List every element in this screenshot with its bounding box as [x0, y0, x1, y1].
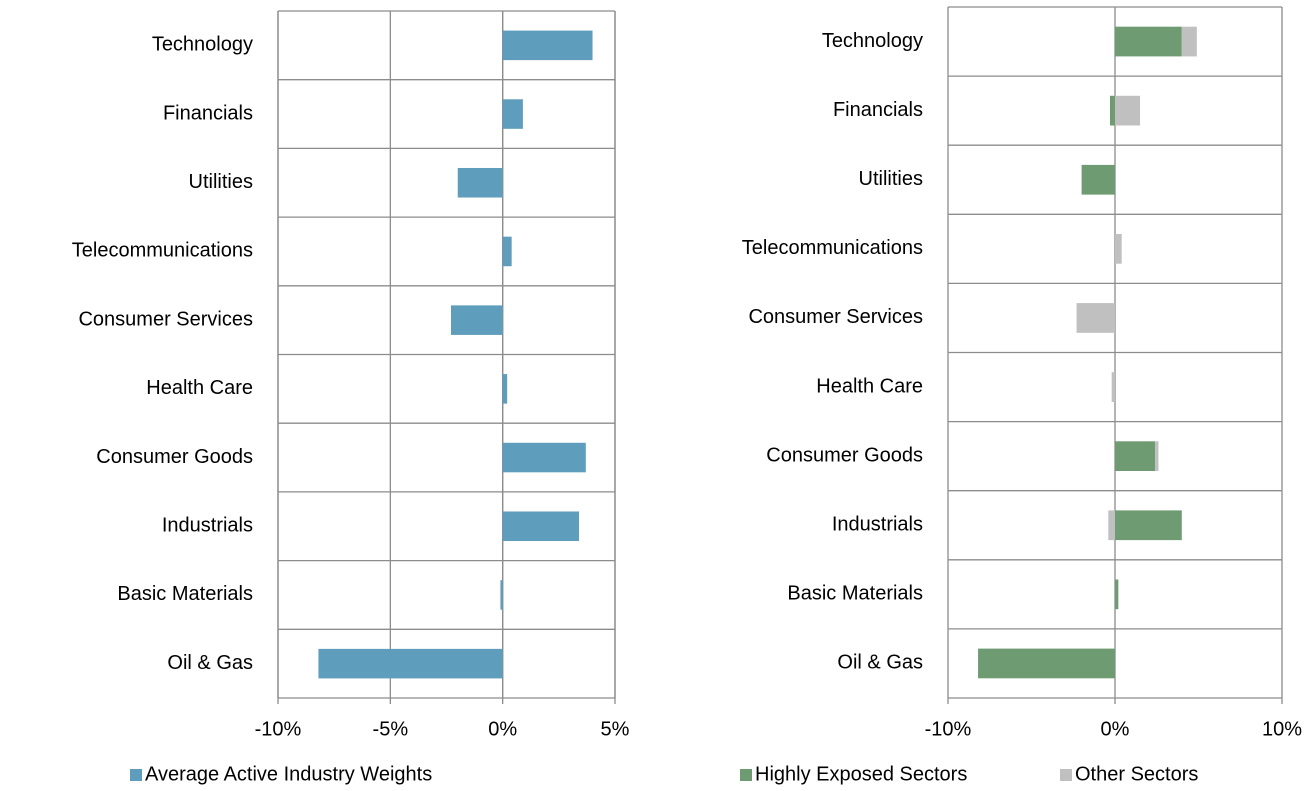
legend-label: Highly Exposed Sectors — [755, 763, 967, 785]
bar — [500, 580, 503, 610]
bar — [1155, 441, 1159, 472]
legend-label: Other Sectors — [1075, 763, 1198, 785]
bar — [318, 648, 503, 679]
bar — [1115, 510, 1182, 541]
bar — [502, 236, 512, 267]
bar — [1111, 372, 1115, 402]
bar — [1115, 579, 1119, 610]
bar — [1109, 95, 1115, 126]
bar — [1081, 164, 1115, 195]
y-tick-label: Telecommunications — [72, 240, 253, 262]
legend-swatch — [740, 769, 752, 781]
bar — [1115, 95, 1141, 126]
legend-swatch — [130, 769, 142, 781]
bar — [1108, 510, 1115, 541]
bar — [457, 167, 503, 198]
y-tick-label: Telecommunications — [742, 237, 923, 259]
y-tick-label: Oil & Gas — [837, 652, 923, 674]
bar — [502, 511, 580, 542]
x-tick-label: 0% — [488, 718, 517, 740]
y-tick-label: Basic Materials — [787, 583, 923, 605]
y-tick-label: Oil & Gas — [167, 652, 253, 674]
x-tick-label: -10% — [255, 718, 302, 740]
bar — [1115, 441, 1156, 472]
bar — [978, 648, 1115, 679]
y-tick-label: Technology — [822, 30, 923, 52]
x-tick-label: 5% — [601, 718, 630, 740]
y-tick-label: Consumer Services — [748, 306, 923, 328]
bar — [450, 305, 503, 335]
bar — [502, 30, 593, 61]
bar — [1115, 26, 1182, 57]
legend-label: Average Active Industry Weights — [145, 763, 432, 785]
bar — [1076, 303, 1115, 333]
y-tick-label: Consumer Services — [78, 308, 253, 330]
y-tick-label: Industrials — [832, 514, 923, 536]
x-tick-label: -10% — [925, 718, 972, 740]
bar — [1181, 26, 1197, 57]
y-tick-label: Financials — [163, 102, 253, 124]
legend-swatch — [1060, 769, 1072, 781]
y-tick-label: Consumer Goods — [766, 444, 923, 466]
y-tick-label: Health Care — [146, 377, 253, 399]
y-tick-label: Financials — [833, 99, 923, 121]
x-tick-label: -5% — [373, 718, 409, 740]
y-tick-label: Utilities — [189, 171, 253, 193]
bar — [502, 99, 523, 129]
bar — [502, 374, 508, 404]
bar — [502, 442, 586, 473]
bar — [1115, 233, 1122, 264]
y-tick-label: Industrials — [162, 515, 253, 537]
x-tick-label: 0% — [1101, 718, 1130, 740]
y-tick-label: Consumer Goods — [96, 446, 253, 468]
y-tick-label: Technology — [152, 34, 253, 56]
y-tick-label: Utilities — [859, 168, 923, 190]
y-tick-label: Health Care — [816, 375, 923, 397]
y-tick-label: Basic Materials — [117, 583, 253, 605]
x-tick-label: 10% — [1262, 718, 1302, 740]
